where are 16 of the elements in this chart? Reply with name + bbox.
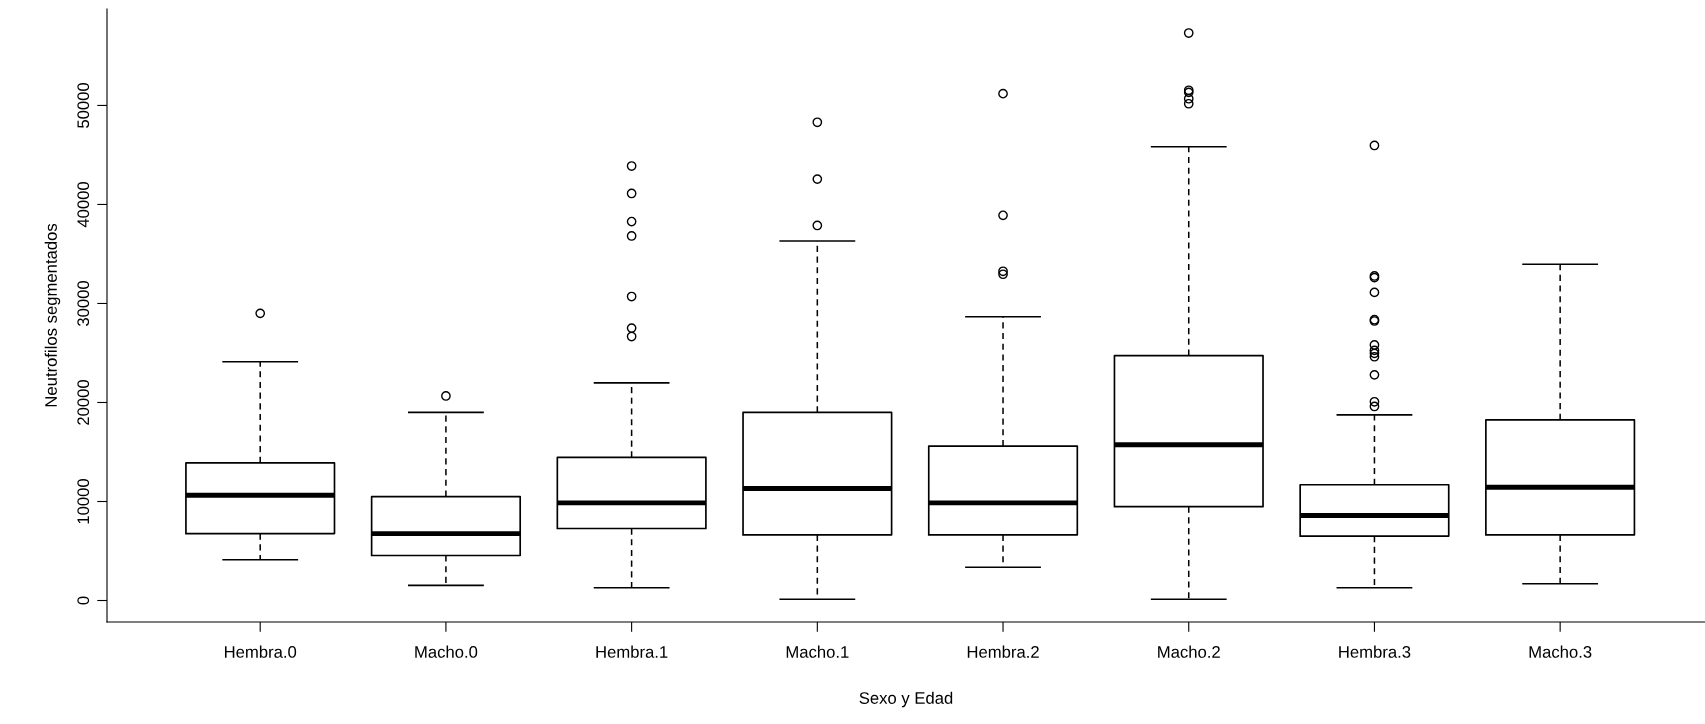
x-tick-label: Macho.1 bbox=[786, 645, 849, 658]
y-tick-label: 50000 bbox=[77, 82, 90, 128]
y-tick-label: 10000 bbox=[77, 478, 90, 524]
x-tick-label: Hembra.3 bbox=[1339, 645, 1411, 658]
x-tick-label: Macho.0 bbox=[415, 645, 478, 658]
y-tick-label: 20000 bbox=[77, 379, 90, 425]
x-tick-label: Hembra.2 bbox=[967, 645, 1039, 658]
x-tick-label: Hembra.1 bbox=[596, 645, 668, 658]
x-tick-label: Macho.3 bbox=[1529, 645, 1592, 658]
y-tick-label: 40000 bbox=[77, 181, 90, 228]
y-tick-label: 30000 bbox=[77, 280, 90, 326]
x-tick-label: Hembra.0 bbox=[224, 645, 297, 658]
y-axis-title: Neutrofilos segmentados bbox=[44, 223, 61, 407]
x-axis-title: Sexo y Edad bbox=[859, 691, 953, 708]
y-tick-label: 0 bbox=[77, 596, 90, 605]
x-tick-label: Macho.2 bbox=[1158, 645, 1220, 658]
